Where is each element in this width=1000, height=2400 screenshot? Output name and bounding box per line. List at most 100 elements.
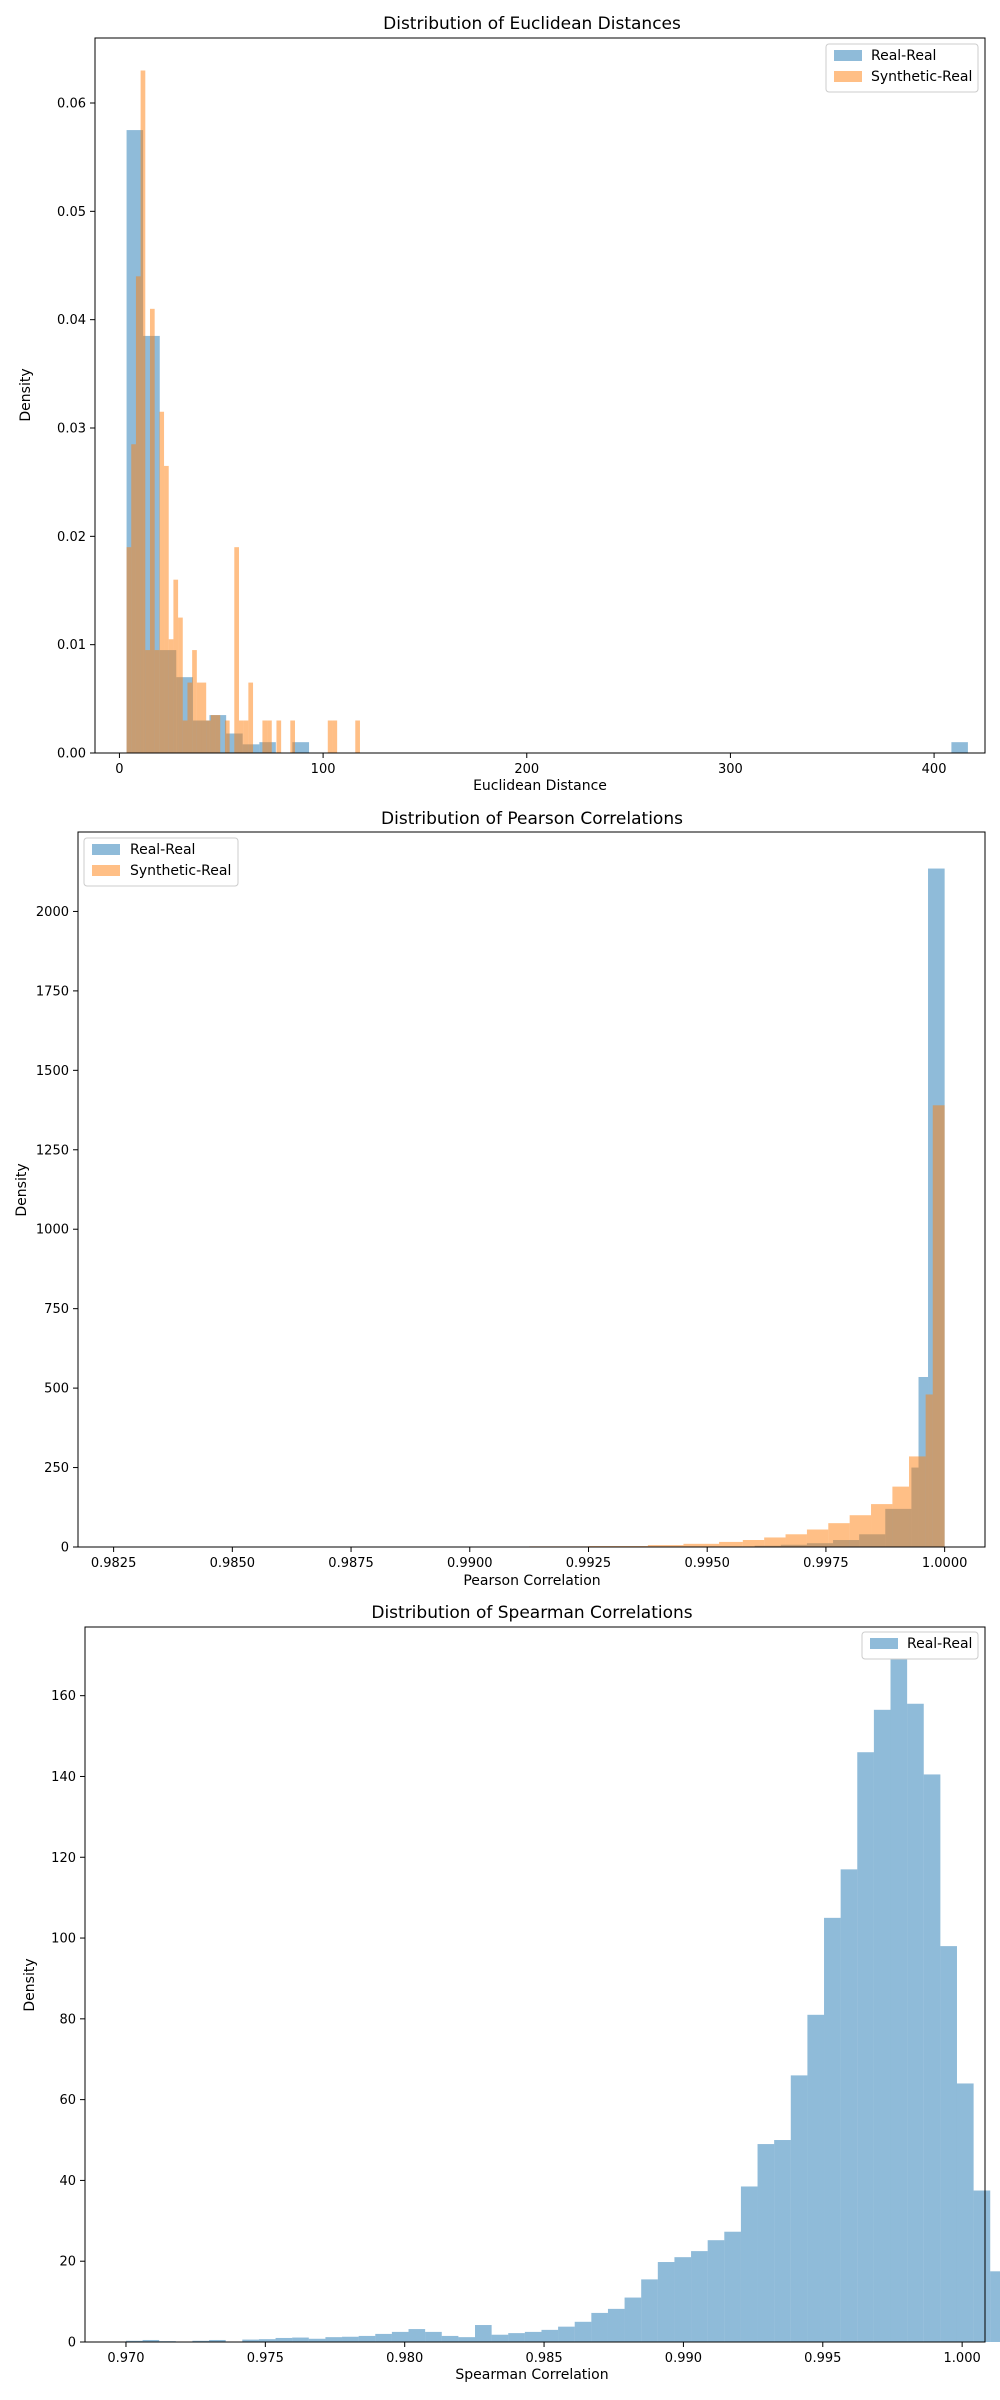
histogram-bar-synthetic-real-13 bbox=[187, 682, 193, 753]
histogram-bars bbox=[469, 868, 945, 1547]
y-tick-label: 120 bbox=[51, 1851, 76, 1866]
histogram-bar-real-real-5 bbox=[209, 2339, 226, 2342]
x-axis-ticks: 0.9825 0.9850 0.9875 0.9900 0.9925 0.9950 0.99… bbox=[91, 1547, 967, 1571]
histogram-bar-real-real-48 bbox=[923, 1774, 941, 2342]
chart-title: Distribution of Euclidean Distances bbox=[383, 14, 681, 34]
legend-box bbox=[825, 43, 979, 93]
y-tick-label: 0 bbox=[61, 1541, 69, 1556]
x-tick-label: 0.975 bbox=[247, 2351, 284, 2366]
histogram-bar-synthetic-real-10 bbox=[828, 1523, 850, 1547]
histogram-bar-real-real-18 bbox=[425, 2331, 442, 2342]
x-tick-label: 0.990 bbox=[665, 2351, 702, 2366]
x-tick-label: 400 bbox=[922, 762, 947, 777]
legend-swatch-real-real bbox=[870, 1638, 898, 1649]
y-tick-label: 0.04 bbox=[57, 313, 86, 328]
legend-label-synthetic-real: Synthetic-Real bbox=[871, 69, 972, 85]
y-tick-label: 0.00 bbox=[57, 747, 86, 762]
histogram-bar-real-real-33 bbox=[674, 2257, 692, 2342]
x-axis-label: Euclidean Distance bbox=[473, 778, 607, 794]
y-tick-label: 250 bbox=[44, 1461, 69, 1476]
histogram-bar-synthetic-real-30 bbox=[332, 720, 338, 753]
histogram-bars bbox=[125, 1659, 1000, 2342]
y-tick-label: 1250 bbox=[36, 1143, 69, 1158]
x-tick-label: 100 bbox=[311, 762, 336, 777]
histogram-bar-real-real-21 bbox=[475, 2325, 492, 2342]
histogram-bar-real-real-39 bbox=[774, 2140, 791, 2342]
pearson-correlation-histogram: Distribution of Pearson Correlations 0.9… bbox=[14, 809, 986, 1589]
histogram-bar-real-real-17 bbox=[408, 2329, 426, 2342]
histogram-bar-real-real-31 bbox=[641, 2279, 658, 2342]
histogram-bar-synthetic-real-22 bbox=[238, 720, 244, 753]
histogram-bar-real-real-37 bbox=[740, 2186, 758, 2342]
legend-label-real-real: Real-Real bbox=[907, 1636, 972, 1652]
histogram-bar-synthetic-real-3 bbox=[647, 1545, 684, 1547]
histogram-bar-synthetic-real-4 bbox=[683, 1543, 720, 1547]
y-tick-label: 160 bbox=[51, 1689, 76, 1704]
histogram-bar-real-real-51 bbox=[973, 2190, 991, 2342]
histogram-bar-synthetic-real-7 bbox=[764, 1537, 786, 1547]
x-tick-label: 0.970 bbox=[107, 2351, 144, 2366]
histogram-bar-real-real-36 bbox=[724, 2231, 741, 2342]
histogram-bar-real-real-10 bbox=[292, 2337, 309, 2342]
histogram-bar-synthetic-real-7 bbox=[159, 411, 165, 753]
x-tick-label: 0.9925 bbox=[566, 1556, 612, 1571]
legend-label-synthetic-real: Synthetic-Real bbox=[130, 863, 231, 879]
histogram-bar-real-real-23 bbox=[508, 2333, 525, 2342]
histogram-bar-synthetic-real-19 bbox=[215, 715, 221, 753]
histogram-bar-real-real-49 bbox=[940, 1946, 957, 2342]
euclidean-distance-histogram: Distribution of Euclidean Distances 0 100… bbox=[18, 14, 986, 794]
plot-frame bbox=[94, 37, 986, 754]
histogram-bar-real-real-42 bbox=[824, 1917, 841, 2342]
x-tick-label: 0.980 bbox=[386, 2351, 423, 2366]
y-tick-label: 500 bbox=[44, 1382, 69, 1397]
y-tick-label: 2000 bbox=[36, 905, 69, 920]
histogram-bar-real-real-34 bbox=[691, 2251, 708, 2342]
x-tick-label: 0.995 bbox=[804, 2351, 841, 2366]
histogram-bar-real-real-9 bbox=[275, 2337, 293, 2342]
legend: Real-Real Synthetic-Real bbox=[825, 43, 979, 93]
histogram-bar-real-real-45 bbox=[873, 1709, 891, 2342]
histogram-bar-synthetic-real-0 bbox=[126, 547, 132, 753]
x-tick-label: 0.9950 bbox=[684, 1556, 730, 1571]
histogram-bars bbox=[126, 70, 968, 753]
histogram-bar-real-real-14 bbox=[358, 2335, 376, 2342]
histogram-bar-synthetic-real-14 bbox=[192, 650, 197, 753]
y-tick-label: 0.01 bbox=[57, 638, 86, 653]
y-axis-ticks: 0 250 500 750 1000 1250 1500 1750 2000 bbox=[36, 905, 78, 1556]
x-axis-ticks: 0 100 200 300 400 bbox=[115, 753, 946, 777]
histogram-bar-synthetic-real-10 bbox=[173, 579, 179, 753]
histogram-bar-real-real-15 bbox=[375, 2333, 392, 2342]
x-tick-label: 0.9825 bbox=[91, 1556, 137, 1571]
spearman-correlation-histogram: Distribution of Spearman Correlations 0.… bbox=[22, 1603, 1000, 2383]
legend-swatch-real-real bbox=[834, 50, 862, 61]
x-axis-label: Pearson Correlation bbox=[463, 1573, 600, 1589]
x-tick-label: 0 bbox=[115, 762, 123, 777]
y-tick-label: 0.03 bbox=[57, 422, 86, 437]
y-tick-label: 0.02 bbox=[57, 530, 86, 545]
histogram-bar-synthetic-real-5 bbox=[719, 1541, 743, 1547]
histogram-bar-real-real-8 bbox=[258, 2339, 276, 2342]
y-tick-label: 0.06 bbox=[57, 97, 86, 112]
histogram-bar-synthetic-real-8 bbox=[164, 465, 169, 753]
histogram-bar-synthetic-real-3 bbox=[140, 70, 146, 753]
histogram-bar-synthetic-real-29 bbox=[327, 720, 333, 753]
x-tick-label: 300 bbox=[718, 762, 743, 777]
histogram-bar-synthetic-real-20 bbox=[224, 720, 230, 753]
histogram-bar-real-real-1 bbox=[142, 2339, 160, 2342]
x-tick-label: 200 bbox=[514, 762, 539, 777]
histogram-bar-real-real-25 bbox=[541, 2329, 559, 2342]
histogram-bar-real-real-29 bbox=[607, 2308, 625, 2342]
histogram-bar-synthetic-real-16 bbox=[932, 1105, 945, 1547]
histogram-bar-real-real-30 bbox=[624, 2297, 642, 2342]
histogram-bar-synthetic-real-25 bbox=[262, 720, 268, 753]
legend: Real-Real bbox=[861, 1631, 979, 1660]
x-tick-label: 0.985 bbox=[525, 2351, 562, 2366]
histogram-bar-synthetic-real-21 bbox=[234, 547, 239, 753]
y-tick-label: 80 bbox=[59, 2012, 76, 2027]
histogram-bar-synthetic-real-6 bbox=[154, 650, 160, 753]
histogram-bar-real-real-13 bbox=[342, 2336, 359, 2342]
histogram-bar-synthetic-real-9 bbox=[806, 1529, 829, 1547]
histogram-bar-real-real-44 bbox=[857, 1752, 874, 2342]
histogram-bar-synthetic-real-4 bbox=[145, 650, 150, 753]
histogram-bar-real-real-16 bbox=[391, 2331, 409, 2342]
